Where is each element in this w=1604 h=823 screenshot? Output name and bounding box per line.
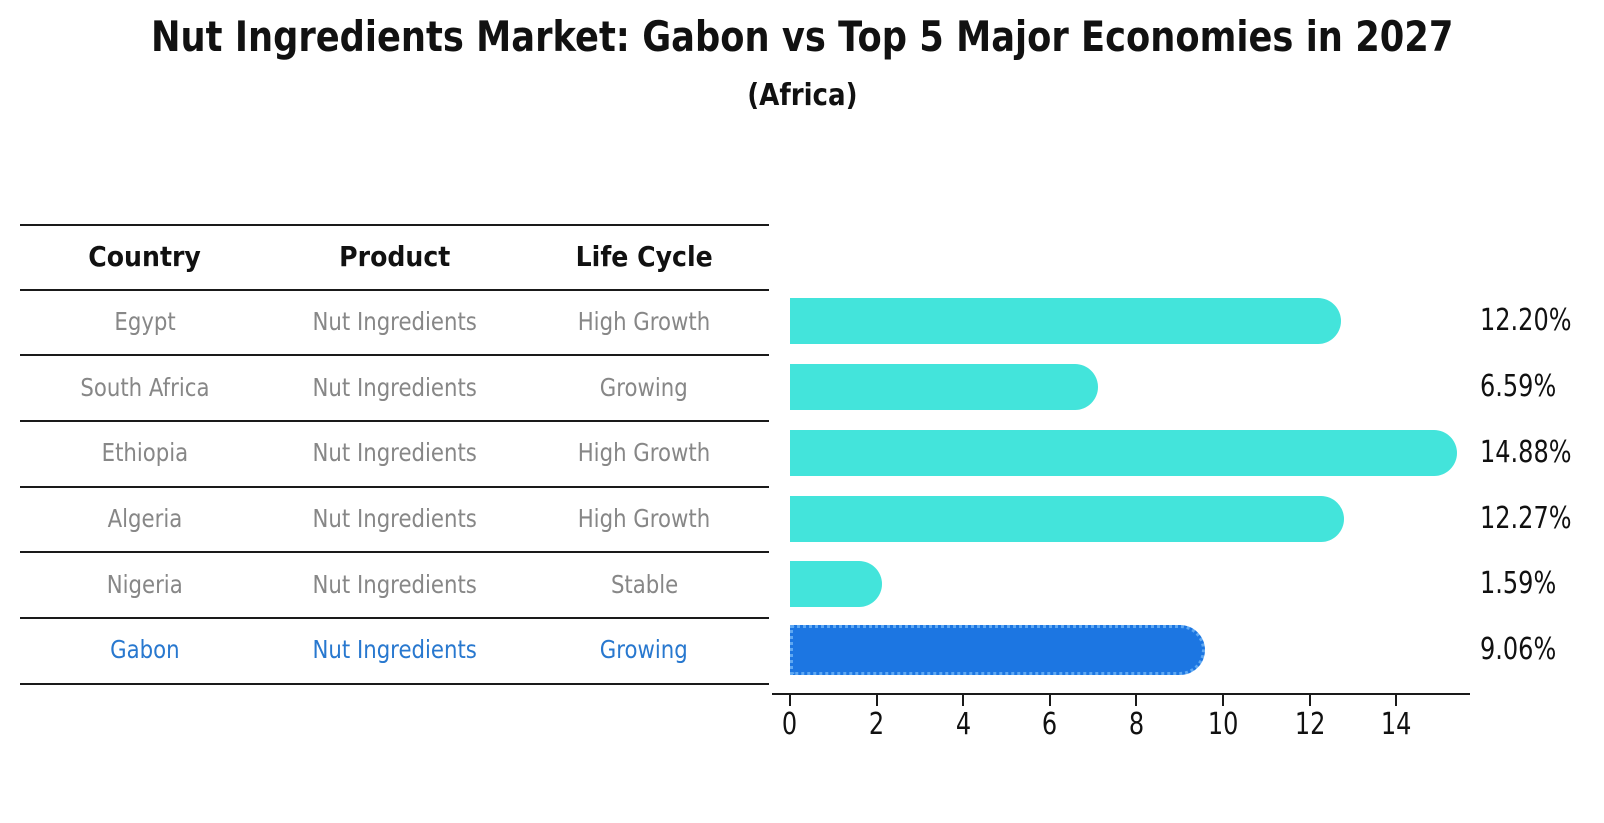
table-row-ethiopia: Ethiopia Nut Ingredients High Growth (20, 420, 769, 486)
x-tick (1135, 695, 1138, 706)
cell-life-cycle: High Growth (577, 503, 711, 533)
x-tick-label: 10 (1207, 707, 1239, 742)
bar-south-africa (790, 364, 1099, 411)
x-tick (1395, 695, 1398, 706)
chart-subtitle: (Africa) (0, 78, 1604, 113)
table-row-egypt: Egypt Nut Ingredients High Growth (20, 289, 769, 355)
cell-country: Ethiopia (101, 438, 189, 468)
x-tick (962, 695, 965, 706)
table-rule (20, 224, 769, 226)
table-rule (20, 617, 769, 620)
x-tick (1048, 695, 1051, 706)
column-header-product: Product (338, 240, 451, 273)
x-tick-label: 2 (868, 707, 885, 742)
cell-country: South Africa (80, 372, 210, 402)
cell-country: Algeria (107, 503, 183, 533)
cell-product: Nut Ingredients (312, 569, 477, 599)
bar-value-label: 12.27% (1480, 500, 1572, 536)
table-row-nigeria: Nigeria Nut Ingredients Stable (20, 551, 769, 617)
table-header-row: Country Product Life Cycle (20, 224, 769, 289)
cell-product: Nut Ingredients (312, 438, 477, 468)
x-tick (789, 695, 791, 706)
cell-product: Nut Ingredients (312, 503, 477, 533)
table-rule (20, 288, 769, 291)
cell-product: Nut Ingredients (312, 372, 477, 402)
cell-country: Egypt (114, 306, 176, 336)
chart-title: Nut Ingredients Market: Gabon vs Top 5 M… (0, 12, 1604, 61)
column-header-life-cycle: Life Cycle (575, 240, 713, 273)
x-tick-label: 12 (1294, 707, 1325, 742)
x-tick-label: 0 (782, 707, 798, 742)
bar-value-label: 9.06% (1480, 631, 1557, 667)
cell-country: Gabon (110, 635, 180, 665)
bar-ethiopia (790, 429, 1458, 476)
x-tick (875, 695, 878, 706)
bar-value-label: 12.20% (1480, 303, 1572, 339)
table-row-south-africa: South Africa Nut Ingredients Growing (20, 354, 769, 420)
x-axis-spine (772, 693, 1470, 695)
cell-life-cycle: Stable (610, 569, 678, 599)
table-rule (20, 485, 769, 488)
cell-life-cycle: High Growth (577, 306, 711, 336)
x-tick-label: 14 (1380, 707, 1412, 742)
cell-life-cycle: Growing (600, 372, 689, 402)
chart-title-text: Nut Ingredients Market: Gabon vs Top 5 M… (150, 12, 1454, 61)
x-tick-label: 6 (1042, 707, 1058, 742)
cell-product: Nut Ingredients (312, 635, 477, 665)
cell-product: Nut Ingredients (312, 306, 477, 336)
table-row-gabon: Gabon Nut Ingredients Growing (20, 617, 769, 683)
table-rule (20, 682, 769, 685)
bar-value-label: 14.88% (1480, 434, 1572, 470)
table-rule (20, 354, 769, 357)
bar-algeria (790, 495, 1345, 542)
table-rule (20, 420, 769, 422)
bar-nigeria (790, 561, 882, 608)
x-tick (1308, 695, 1311, 706)
cell-life-cycle: Growing (600, 635, 689, 665)
cell-country: Nigeria (106, 569, 183, 599)
table-rule (20, 551, 769, 554)
column-header-country: Country (88, 240, 202, 273)
table-row-algeria: Algeria Nut Ingredients High Growth (20, 486, 769, 552)
bar-value-label: 1.59% (1480, 566, 1557, 602)
bar-egypt (790, 298, 1342, 345)
bar-value-label: 6.59% (1480, 369, 1557, 405)
bar-gabon (790, 624, 1206, 675)
cell-life-cycle: High Growth (577, 438, 711, 468)
x-tick-label: 4 (955, 707, 971, 742)
x-tick-label: 8 (1128, 707, 1145, 742)
x-tick (1222, 695, 1224, 706)
chart-subtitle-text: (Africa) (746, 78, 858, 113)
